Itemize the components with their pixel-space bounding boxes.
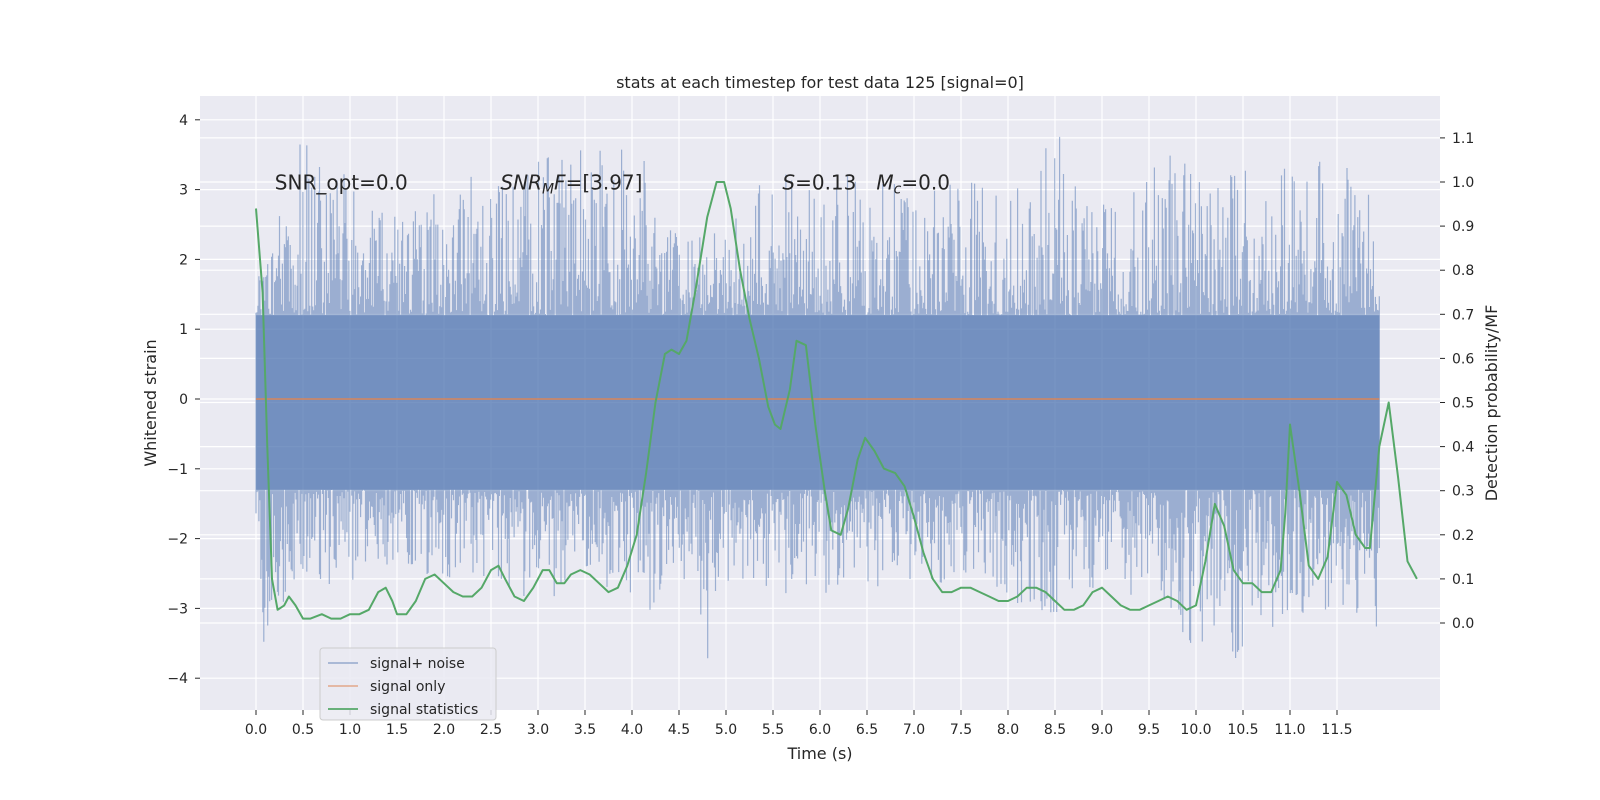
legend-label-signal-statistics: signal statistics xyxy=(370,702,478,718)
x-tick-label: 5.5 xyxy=(762,722,784,738)
y-right-tick-label: 0.6 xyxy=(1452,351,1474,367)
x-tick-label: 3.5 xyxy=(574,722,596,738)
y-right-tick-label: 0.1 xyxy=(1452,572,1474,588)
x-tick-label: 11.5 xyxy=(1321,722,1352,738)
x-axis-label: Time (s) xyxy=(786,744,852,763)
y-right-tick-label: 0.8 xyxy=(1452,263,1474,279)
legend-box xyxy=(319,647,497,721)
y-axis-left-ticks: −4 −3 −2 −1 0 1 2 3 4 xyxy=(167,113,200,687)
x-tick-label: 1.5 xyxy=(386,722,408,738)
y-left-tick-label: −2 xyxy=(167,532,188,548)
y-left-tick-label: 2 xyxy=(179,252,188,268)
y-right-tick-label: 0.0 xyxy=(1452,616,1474,632)
signal-statistics-series xyxy=(255,181,1418,620)
y-left-tick-label: 3 xyxy=(179,183,188,199)
x-tick-label: 10.0 xyxy=(1180,722,1211,738)
x-tick-label: 4.5 xyxy=(668,722,690,738)
x-tick-label: 9.0 xyxy=(1091,722,1113,738)
y-right-tick-label: 1.0 xyxy=(1452,175,1474,191)
y-axis-right-ticks: 0.0 0.1 0.2 0.3 0.4 0.5 0.6 0.7 0.8 0.9 1.0 1.1 xyxy=(1440,131,1474,632)
x-tick-label: 1.0 xyxy=(339,722,361,738)
x-tick-label: 9.5 xyxy=(1138,722,1160,738)
x-tick-label: 8.5 xyxy=(1044,722,1066,738)
x-tick-label: 3.0 xyxy=(527,722,549,738)
x-tick-label: 0.5 xyxy=(292,722,314,738)
y-right-tick-label: 0.9 xyxy=(1452,219,1474,235)
x-tick-label: 11.0 xyxy=(1274,722,1305,738)
y-left-tick-label: −3 xyxy=(167,601,188,617)
y-left-tick-label: −1 xyxy=(167,462,188,478)
x-tick-label: 7.0 xyxy=(903,722,925,738)
signal-statistics-line xyxy=(255,181,1418,620)
x-tick-label: 5.0 xyxy=(715,722,737,738)
annotation-1: SNRMF=[3.97] xyxy=(500,171,642,198)
x-tick-label: 6.0 xyxy=(809,722,831,738)
x-tick-label: 0.0 xyxy=(245,722,267,738)
y-right-tick-label: 1.1 xyxy=(1452,131,1474,147)
x-tick-label: 2.0 xyxy=(433,722,455,738)
x-tick-label: 10.5 xyxy=(1227,722,1258,738)
y-left-tick-label: 4 xyxy=(179,113,188,129)
y-axis-right-label: Detection probability/MF xyxy=(1482,305,1501,502)
noise-strokes xyxy=(255,136,1380,659)
y-right-tick-label: 0.4 xyxy=(1452,440,1474,456)
y-right-tick-label: 0.5 xyxy=(1452,396,1474,412)
annotations: SNR_opt=0.0 SNRMF=[3.97] S=0.13 Mc=0.0 xyxy=(275,171,950,198)
x-tick-label: 2.5 xyxy=(480,722,502,738)
x-tick-label: 6.5 xyxy=(856,722,878,738)
x-tick-label: 7.5 xyxy=(950,722,972,738)
annotation-2: S=0.13 xyxy=(782,171,856,195)
y-right-tick-label: 0.2 xyxy=(1452,528,1474,544)
y-left-tick-label: −4 xyxy=(167,671,188,687)
y-left-tick-label: 0 xyxy=(179,392,188,408)
y-right-tick-label: 0.7 xyxy=(1452,307,1474,323)
x-tick-label: 4.0 xyxy=(621,722,643,738)
signal-noise-series xyxy=(255,136,1380,659)
y-left-tick-label: 1 xyxy=(179,322,188,338)
chart-title: stats at each timestep for test data 125… xyxy=(616,73,1024,92)
x-tick-label: 8.0 xyxy=(997,722,1019,738)
legend-label-signal-noise: signal+ noise xyxy=(370,656,465,672)
y-right-tick-label: 0.3 xyxy=(1452,484,1474,500)
annotation-3: Mc=0.0 xyxy=(876,171,950,198)
annotation-0: SNR_opt=0.0 xyxy=(275,171,408,195)
legend-label-signal-only: signal only xyxy=(370,679,445,695)
x-axis-ticks: 0.0 0.5 1.0 1.5 2.0 2.5 3.0 3.5 4.0 4.5 5.0 5.5 6.0 6… xyxy=(245,710,1353,738)
y-axis-left-label: Whitened strain xyxy=(141,339,160,466)
legend: signal+ noise signal only signal statist… xyxy=(319,647,497,721)
